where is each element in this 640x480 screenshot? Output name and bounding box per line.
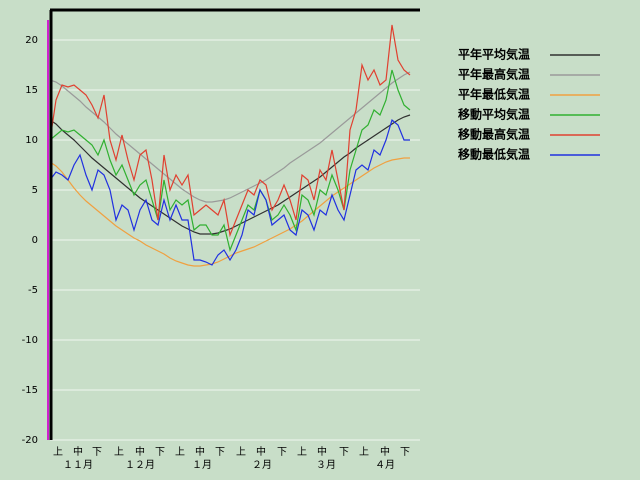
x-tick-label: 中 [317, 445, 327, 458]
x-tick-label: 中 [380, 445, 390, 458]
x-tick-label: 下 [277, 447, 287, 458]
legend-label: 移動最高気温 [458, 127, 530, 142]
x-tick-label: 上 [359, 446, 369, 458]
series-line [49, 114, 411, 235]
y-tick-label: -5 [28, 285, 38, 296]
month-label: ４月 [375, 459, 395, 471]
y-tick-label: -15 [22, 385, 38, 396]
y-tick-label: 5 [32, 185, 38, 196]
series-line [49, 71, 411, 203]
month-label: １１月 [63, 459, 93, 471]
labels: -20-15-10-505101520上中下上中下上中下上中下上中下上中下１１月… [22, 35, 410, 471]
x-tick-label: 上 [236, 446, 246, 458]
legend-label: 平年平均気温 [458, 47, 530, 62]
x-tick-label: 下 [155, 447, 165, 458]
series-line [49, 69, 411, 252]
legend-label: 平年最高気温 [458, 67, 530, 82]
x-tick-label: 下 [215, 447, 225, 458]
x-tick-label: 中 [195, 445, 205, 458]
y-tick-label: 15 [25, 85, 38, 96]
month-label: ２月 [252, 459, 272, 471]
x-tick-label: 中 [73, 445, 83, 458]
month-label: １２月 [125, 459, 155, 471]
y-tick-label: 10 [25, 135, 38, 146]
grid [50, 39, 420, 441]
legend-label: 平年最低気温 [458, 87, 530, 102]
x-tick-label: 上 [114, 446, 124, 458]
y-tick-label: -20 [22, 435, 38, 446]
series-line [49, 24, 411, 238]
series-line [49, 118, 410, 266]
y-tick-label: 20 [25, 35, 38, 46]
x-tick-label: 中 [135, 445, 145, 458]
x-tick-label: 下 [339, 447, 349, 458]
legend-label: 移動最低気温 [458, 147, 530, 162]
y-tick-label: -10 [22, 335, 38, 346]
x-tick-label: 下 [92, 447, 102, 458]
series-line [49, 157, 410, 267]
lines [49, 24, 411, 267]
x-tick-label: 上 [297, 446, 307, 458]
x-tick-label: 下 [400, 447, 410, 458]
legend-label: 移動平均気温 [458, 107, 530, 122]
y-tick-label: 0 [32, 235, 38, 246]
x-tick-label: 上 [53, 446, 63, 458]
month-label: １月 [192, 459, 212, 471]
x-tick-label: 中 [256, 445, 266, 458]
x-tick-label: 上 [175, 446, 185, 458]
month-label: ３月 [316, 459, 336, 471]
